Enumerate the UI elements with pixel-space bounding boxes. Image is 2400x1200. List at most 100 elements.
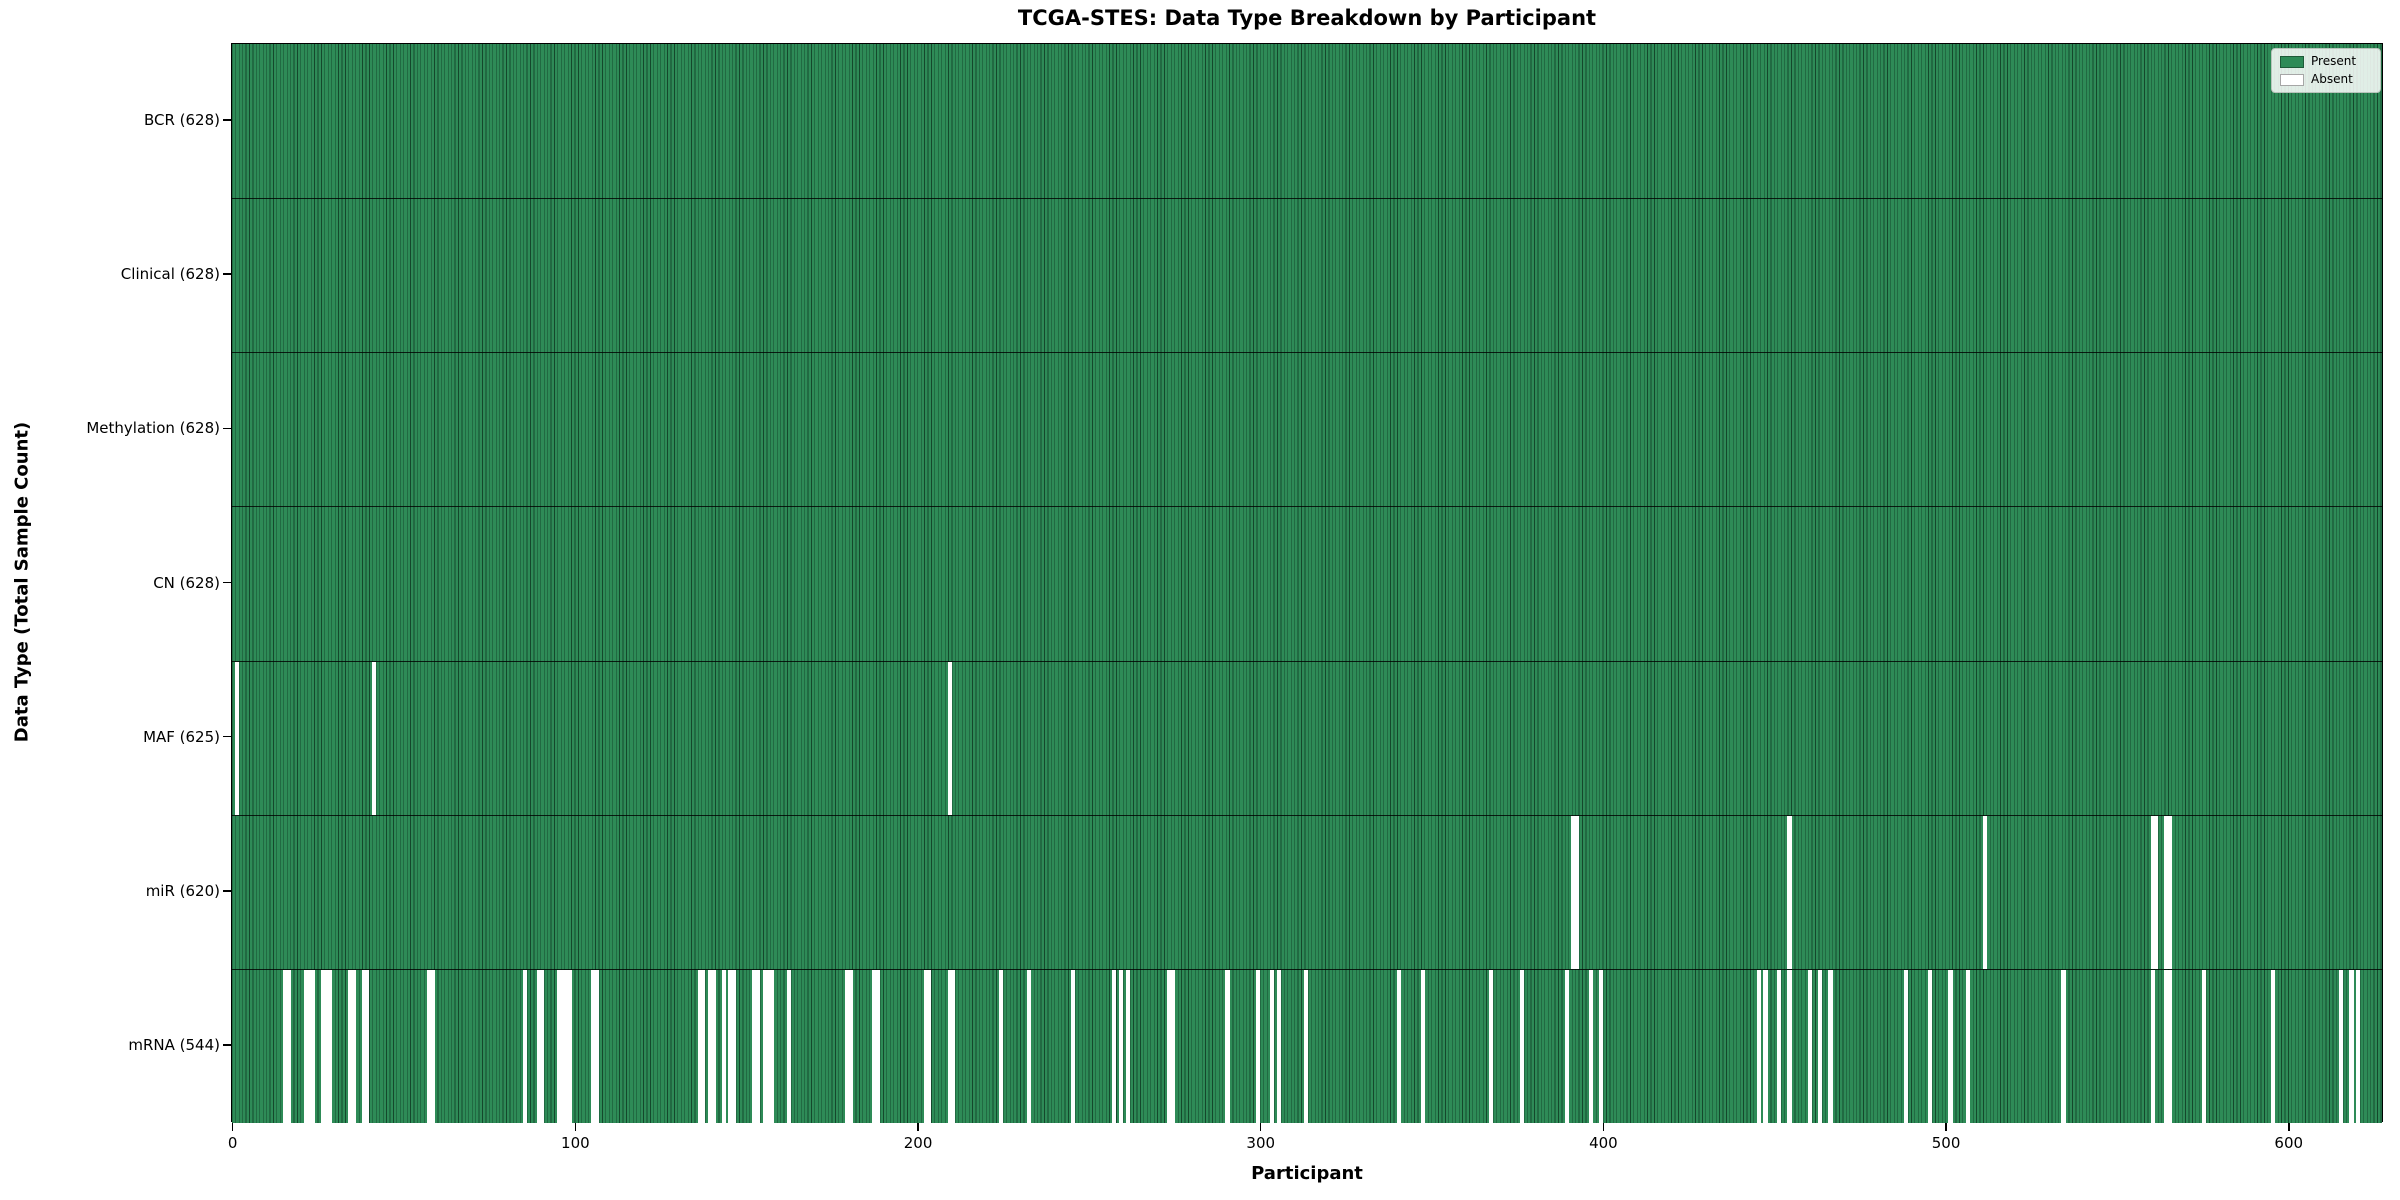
absent-bar bbox=[731, 969, 737, 1123]
y-tick-label: Methylation (628) bbox=[86, 419, 220, 438]
absent-bar bbox=[844, 969, 850, 1123]
y-tick-mark bbox=[223, 735, 231, 738]
absent-bar bbox=[1777, 969, 1782, 1123]
absent-bar bbox=[999, 969, 1004, 1123]
absent-bar bbox=[327, 969, 332, 1123]
x-tick-mark bbox=[2288, 1123, 2290, 1131]
absent-bar bbox=[1574, 815, 1580, 969]
data-row-maf bbox=[232, 660, 2382, 815]
absent-bar bbox=[283, 969, 288, 1123]
x-axis-title: Participant bbox=[1251, 1163, 1363, 1184]
absent-bar bbox=[1965, 969, 1970, 1123]
absent-bar bbox=[594, 969, 600, 1123]
absent-bar bbox=[1598, 969, 1604, 1123]
legend-label-present: Present bbox=[2311, 54, 2357, 68]
absent-bar bbox=[872, 969, 877, 1123]
absent-bar bbox=[786, 969, 791, 1123]
legend-swatch-absent-icon bbox=[2280, 73, 2304, 86]
chart-title: TCGA-STES: Data Type Breakdown by Partic… bbox=[1017, 6, 1597, 30]
absent-bar bbox=[1396, 969, 1401, 1123]
absent-bar bbox=[2164, 815, 2169, 969]
y-tick-label: MAF (625) bbox=[143, 727, 220, 746]
absent-bar bbox=[372, 661, 377, 815]
absent-bar bbox=[324, 969, 329, 1123]
absent-bar bbox=[1828, 969, 1833, 1123]
absent-bar bbox=[1276, 969, 1281, 1123]
absent-bar bbox=[755, 969, 761, 1123]
absent-bar bbox=[2339, 969, 2344, 1123]
absent-bar bbox=[1763, 969, 1768, 1123]
absent-bar bbox=[923, 969, 929, 1123]
absent-bar bbox=[1588, 969, 1593, 1123]
x-tick-mark bbox=[1259, 1123, 1262, 1131]
y-tick-mark bbox=[223, 427, 231, 430]
absent-bar bbox=[2150, 815, 2155, 969]
absent-bar bbox=[1787, 969, 1792, 1123]
absent-bar bbox=[557, 969, 562, 1123]
absent-bar bbox=[1489, 969, 1494, 1123]
absent-bar bbox=[2201, 969, 2207, 1123]
absent-bar bbox=[1982, 815, 1987, 969]
absent-bar bbox=[1112, 969, 1117, 1123]
y-tick-mark bbox=[223, 119, 231, 121]
y-tick-mark bbox=[223, 890, 231, 892]
absent-bar bbox=[310, 969, 315, 1123]
y-tick-mark bbox=[223, 581, 231, 584]
plot-area bbox=[231, 43, 2383, 1123]
x-tick-mark bbox=[1945, 1123, 1947, 1131]
absent-bar bbox=[365, 969, 370, 1123]
legend-swatch-present-icon bbox=[2280, 55, 2304, 68]
x-tick-mark bbox=[574, 1123, 577, 1131]
absent-bar bbox=[721, 969, 726, 1123]
absent-bar bbox=[2167, 815, 2172, 969]
absent-bar bbox=[306, 969, 312, 1123]
legend-entry-present: Present bbox=[2280, 55, 2372, 68]
absent-bar bbox=[320, 969, 325, 1123]
absent-bar bbox=[1119, 969, 1124, 1123]
absent-bar bbox=[1170, 969, 1175, 1123]
absent-bar bbox=[1948, 969, 1953, 1123]
x-tick-label: 0 bbox=[227, 1134, 238, 1152]
x-tick-label: 200 bbox=[903, 1134, 933, 1152]
absent-bar bbox=[2154, 815, 2159, 969]
absent-bar bbox=[1520, 969, 1525, 1123]
absent-bar bbox=[1571, 815, 1576, 969]
data-row-clinical bbox=[232, 198, 2382, 353]
absent-bar bbox=[286, 969, 291, 1123]
data-row-mrna bbox=[232, 968, 2382, 1123]
absent-bar bbox=[2349, 969, 2354, 1123]
absent-bar bbox=[752, 969, 757, 1123]
absent-bar bbox=[762, 969, 767, 1123]
absent-bar bbox=[697, 969, 702, 1123]
data-row-bcr bbox=[232, 44, 2382, 199]
absent-bar bbox=[303, 969, 308, 1123]
y-tick-label: Clinical (628) bbox=[120, 265, 220, 284]
absent-bar bbox=[591, 969, 596, 1123]
absent-bar bbox=[848, 969, 853, 1123]
absent-bar bbox=[701, 969, 706, 1123]
absent-bar bbox=[563, 969, 569, 1123]
absent-bar bbox=[947, 969, 952, 1123]
absent-bar bbox=[567, 969, 572, 1123]
absent-bar bbox=[1125, 969, 1131, 1123]
absent-bar bbox=[1756, 969, 1761, 1123]
absent-bar bbox=[1071, 969, 1076, 1123]
absent-bar bbox=[951, 969, 956, 1123]
absent-bar bbox=[2164, 969, 2169, 1123]
absent-bar bbox=[1903, 969, 1909, 1123]
absent-bar bbox=[351, 969, 356, 1123]
x-tick-label: 100 bbox=[561, 1134, 590, 1152]
x-tick-label: 600 bbox=[2274, 1134, 2304, 1152]
absent-bar bbox=[728, 969, 733, 1123]
absent-bar bbox=[1167, 969, 1172, 1123]
absent-bar bbox=[235, 661, 240, 815]
absent-bar bbox=[361, 969, 367, 1123]
absent-bar bbox=[1304, 969, 1309, 1123]
absent-bar bbox=[348, 969, 353, 1123]
y-tick-label: CN (628) bbox=[153, 573, 220, 592]
absent-bar bbox=[1807, 969, 1813, 1123]
x-tick-mark bbox=[917, 1123, 919, 1131]
x-tick-mark bbox=[231, 1123, 234, 1131]
absent-bar bbox=[2270, 969, 2275, 1123]
